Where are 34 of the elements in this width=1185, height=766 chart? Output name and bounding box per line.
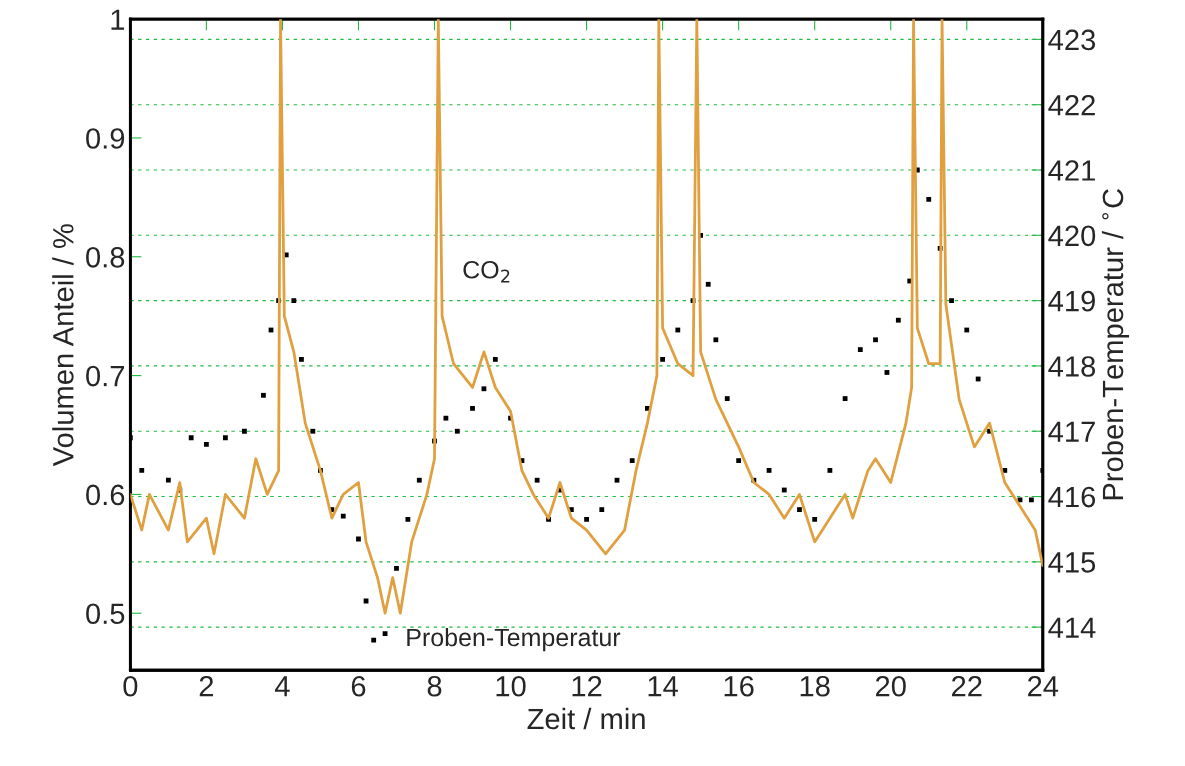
y-tick-label: 0.5: [86, 603, 125, 625]
x-tick-label: 8: [427, 675, 442, 697]
x-tick-label: 12: [572, 675, 602, 697]
y2-tick-label: 420: [1048, 225, 1096, 247]
y-tick-label: 0.7: [86, 365, 125, 387]
y-tick-label: 0.6: [86, 484, 125, 506]
x-tick-label: 18: [800, 675, 830, 697]
y-tick-label: 1: [111, 9, 125, 30]
y2-tick-label: 421: [1048, 160, 1095, 181]
x-tick-label: 4: [274, 676, 290, 697]
x-axis-title: Zeit / min: [527, 707, 645, 730]
y2-axis-title: Proben-Temperatur / $^{∘}$C: [1101, 188, 1130, 500]
y2-tick-label: 415: [1048, 552, 1096, 573]
x-tick-label: 24: [1028, 675, 1059, 697]
annotation: Proben-Temperatur: [407, 627, 621, 652]
x-tick-label: 16: [724, 675, 754, 697]
x-tick-label: 20: [875, 675, 906, 697]
annotation: CO$_{2}$: [463, 260, 510, 283]
y-tick-label: 0.9: [86, 128, 125, 149]
x-tick-label: 22: [952, 675, 982, 697]
y-axis-title: Volumen Anteil / %: [52, 224, 74, 467]
y2-tick-label: 419: [1048, 290, 1095, 312]
y2-tick-label: 416: [1048, 486, 1096, 508]
x-tick-label: 14: [648, 676, 678, 697]
y2-tick-label: 417: [1048, 421, 1095, 442]
y2-tick-label: 418: [1048, 356, 1096, 377]
x-tick-label: 0: [123, 675, 138, 697]
x-tick-label: 10: [496, 675, 526, 697]
y2-tick-label: 422: [1048, 94, 1095, 116]
y-tick-label: 0.8: [86, 246, 125, 268]
y2-tick-label: 414: [1048, 617, 1096, 638]
y2-tick-label: 423: [1048, 29, 1096, 51]
x-tick-label: 6: [351, 675, 366, 697]
x-tick-label: 2: [199, 675, 214, 697]
